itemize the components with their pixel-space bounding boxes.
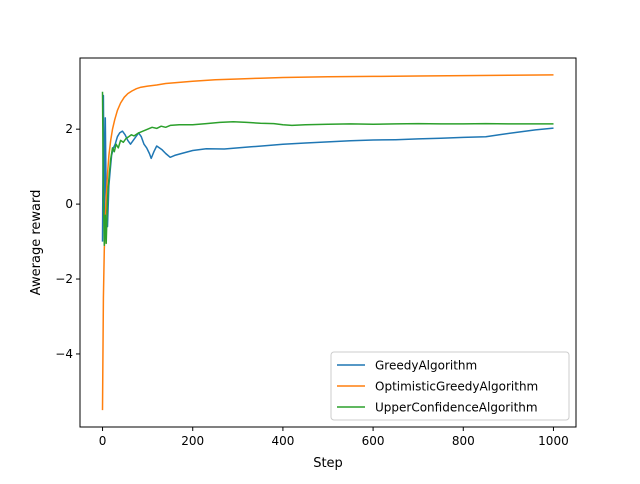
legend-label-2: UpperConfidenceAlgorithm [375,401,538,415]
x-axis-label: Step [313,456,343,471]
y-tick-label: −2 [55,272,73,286]
x-tick-label: 200 [181,434,204,448]
x-tick-label: 800 [452,434,475,448]
x-tick-label: 0 [99,434,107,448]
x-tick-label: 400 [271,434,294,448]
y-axis-label: Awerage reward [29,190,44,296]
y-tick-label: 2 [65,122,73,136]
y-tick-label: −4 [55,347,73,361]
x-axis-ticks: 0 200 400 600 800 1000 [99,427,569,448]
x-tick-label: 1000 [538,434,569,448]
series-line-2 [101,91,554,247]
legend: GreedyAlgorithm OptimisticGreedyAlgorithm… [330,351,570,421]
series-line-1 [101,74,554,411]
axes-frame [79,57,577,428]
legend-box [330,351,570,421]
y-tick-label: 0 [65,197,73,211]
x-tick-label: 600 [362,434,385,448]
plot-lines [101,74,554,411]
legend-label-1: OptimisticGreedyAlgorithm [375,380,538,394]
y-axis-ticks: −4 −2 0 2 [55,122,80,361]
legend-label-0: GreedyAlgorithm [375,359,477,373]
